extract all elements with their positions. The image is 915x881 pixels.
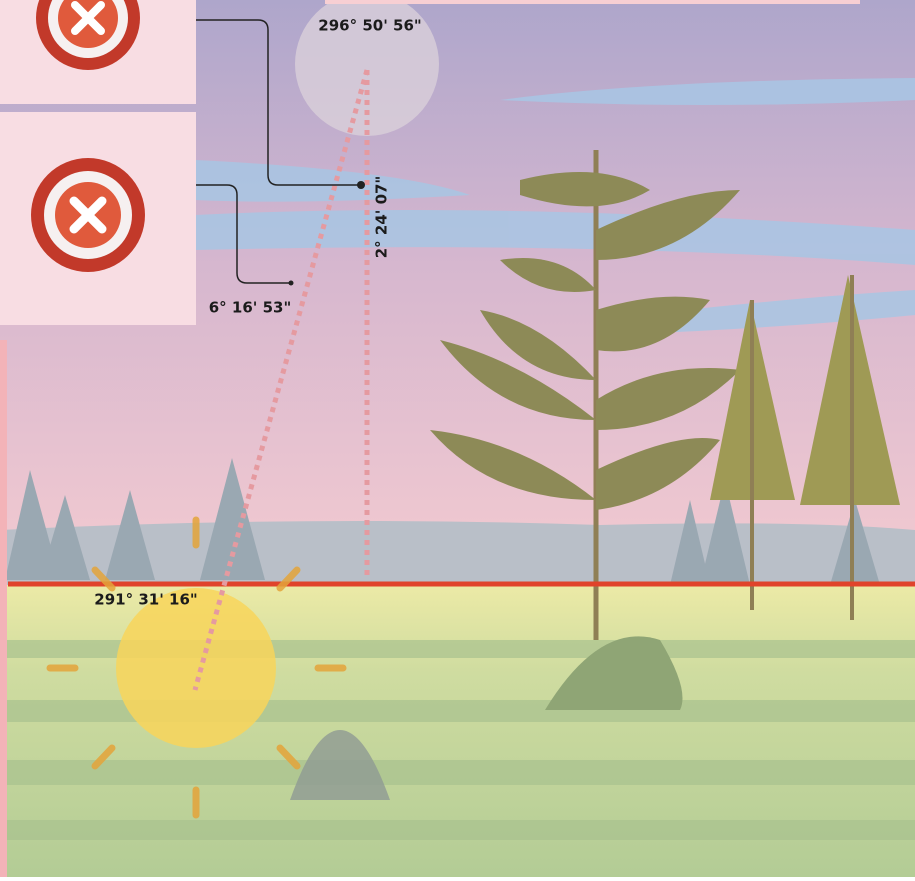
sun-azimuth-label: 291° 31' 16" bbox=[94, 591, 197, 609]
sun bbox=[116, 588, 276, 748]
angle-label: 6° 16' 53" bbox=[209, 299, 292, 317]
moon-azimuth-label: 296° 50' 56" bbox=[318, 17, 421, 35]
top-bar bbox=[325, 0, 860, 4]
left-strip bbox=[0, 340, 7, 877]
close-button[interactable] bbox=[31, 158, 145, 272]
moon-altitude-label: 2° 24' 07" bbox=[373, 176, 391, 259]
scene: 296° 50' 56" 2° 24' 07" 6° 16' 53" 291° … bbox=[0, 0, 915, 877]
